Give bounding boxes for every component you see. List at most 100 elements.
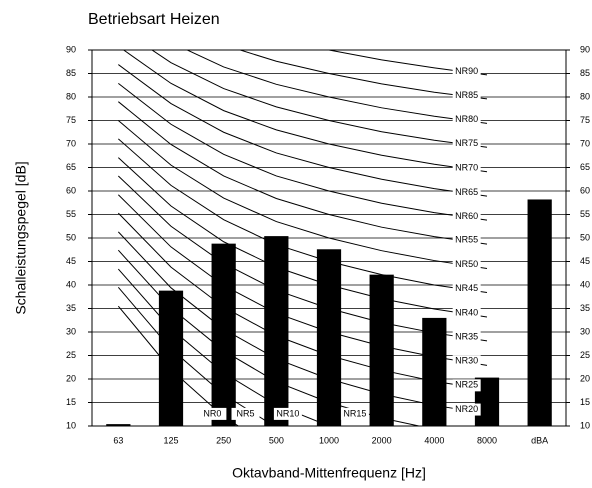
y-tick-label: 45 bbox=[66, 256, 76, 266]
y2-tick-label: 80 bbox=[580, 91, 590, 101]
nr-label-bg bbox=[452, 65, 481, 78]
nr-label: NR25 bbox=[455, 380, 478, 390]
y2-tick-label: 10 bbox=[580, 420, 590, 430]
y-tick-label: 80 bbox=[66, 91, 76, 101]
bar bbox=[527, 199, 552, 426]
bars bbox=[106, 199, 552, 426]
nr-curve bbox=[118, 138, 488, 294]
nr-label-bg bbox=[452, 282, 481, 295]
y-tick-label: 40 bbox=[66, 279, 76, 289]
nr-labels: NR0 NR5 NR10 NR15 NR20 NR25 NR30 NR35 NR40 NR45 NR… bbox=[198, 65, 481, 420]
nr-label: NR65 bbox=[455, 187, 478, 197]
nr-label-bg bbox=[452, 379, 481, 392]
nr-label: NR80 bbox=[455, 114, 478, 124]
nr-label: NR10 bbox=[276, 408, 299, 418]
x-tick-label: 8000 bbox=[477, 435, 497, 445]
nr-curve bbox=[118, 64, 488, 197]
y-tick-label: 60 bbox=[66, 185, 76, 195]
y-tick-label: 50 bbox=[66, 232, 76, 242]
bar bbox=[211, 243, 236, 426]
nr-label-bg bbox=[340, 407, 369, 420]
nr-label: NR40 bbox=[455, 307, 478, 317]
nr-label-bg bbox=[452, 89, 481, 102]
nr-curve bbox=[326, 50, 488, 76]
nr-label-bg bbox=[452, 234, 481, 247]
y-tick-label: 20 bbox=[66, 373, 76, 383]
bar bbox=[106, 424, 131, 426]
x-tick-label: 2000 bbox=[372, 435, 392, 445]
bar bbox=[158, 290, 184, 426]
x-tick-label: 63 bbox=[113, 435, 123, 445]
bar bbox=[422, 317, 447, 426]
y-tick-label: 15 bbox=[66, 397, 76, 407]
nr-curve bbox=[117, 157, 488, 318]
nr-label: NR70 bbox=[455, 162, 478, 172]
x-tick-label: dBA bbox=[531, 435, 548, 445]
nr-label-bg bbox=[452, 330, 481, 343]
nr-curve bbox=[151, 50, 488, 148]
x-tick-label: 250 bbox=[216, 435, 231, 445]
y2-tick-label: 60 bbox=[580, 185, 590, 195]
bar bbox=[316, 249, 342, 426]
nr-label: NR55 bbox=[455, 235, 478, 245]
nr-label: NR5 bbox=[236, 408, 254, 418]
nr-curve bbox=[238, 50, 488, 100]
y-tick-label: 90 bbox=[66, 44, 76, 54]
y2-tick-label: 85 bbox=[580, 68, 590, 78]
nr-label-bg bbox=[452, 355, 481, 368]
nr-curve bbox=[118, 82, 488, 221]
nr-label: NR15 bbox=[343, 408, 366, 418]
nr-curve bbox=[186, 50, 488, 124]
y2-tick-label: 20 bbox=[580, 373, 590, 383]
y-tick-label: 85 bbox=[66, 68, 76, 78]
y-tick-label: 10 bbox=[66, 420, 76, 430]
nr-label-bg bbox=[198, 407, 227, 420]
y-tick-label: 65 bbox=[66, 162, 76, 172]
y-tick-label: 70 bbox=[66, 138, 76, 148]
nr-label: NR85 bbox=[455, 90, 478, 100]
nr-label: NR90 bbox=[455, 66, 478, 76]
y-tick-label: 30 bbox=[66, 326, 76, 336]
x-tick-label: 500 bbox=[269, 435, 284, 445]
nr-curve bbox=[118, 101, 488, 245]
nr-label: NR45 bbox=[455, 283, 478, 293]
nr-label-bg bbox=[452, 306, 481, 319]
nr-label-bg bbox=[452, 113, 481, 126]
nr-label-bg bbox=[452, 161, 481, 174]
nr-label: NR75 bbox=[455, 138, 478, 148]
nr-label-bg bbox=[452, 137, 481, 150]
y2-tick-label: 35 bbox=[580, 303, 590, 313]
nr-label-bg bbox=[452, 258, 481, 271]
nr-label: NR35 bbox=[455, 331, 478, 341]
bar bbox=[264, 236, 289, 426]
y-tick-label: 35 bbox=[66, 303, 76, 313]
nr-label: NR0 bbox=[203, 408, 221, 418]
nr-label-bg bbox=[452, 186, 481, 199]
nr-label: NR30 bbox=[455, 356, 478, 366]
nr-curve bbox=[122, 50, 488, 173]
y-tick-label: 25 bbox=[66, 350, 76, 360]
y2-tick-label: 45 bbox=[580, 256, 590, 266]
y2-tick-label: 30 bbox=[580, 326, 590, 336]
x-axis-label: Oktavband-Mittenfrequenz [Hz] bbox=[232, 465, 426, 481]
nr-curve bbox=[118, 120, 488, 270]
bar bbox=[369, 274, 394, 426]
y2-tick-label: 50 bbox=[580, 232, 590, 242]
x-tick-label: 1000 bbox=[319, 435, 339, 445]
y2-tick-label: 75 bbox=[580, 115, 590, 125]
y-axis-label: Schalleistungspegel [dB] bbox=[13, 161, 29, 314]
nr-label-bg bbox=[273, 407, 302, 420]
nr-label: NR20 bbox=[455, 404, 478, 414]
x-tick-label: 4000 bbox=[424, 435, 444, 445]
y2-tick-label: 25 bbox=[580, 350, 590, 360]
x-tick-label: 125 bbox=[163, 435, 178, 445]
plot-frame bbox=[91, 49, 567, 427]
y-tick-label: 55 bbox=[66, 209, 76, 219]
y2-tick-label: 55 bbox=[580, 209, 590, 219]
y2-tick-label: 15 bbox=[580, 397, 590, 407]
nr-label-bg bbox=[231, 407, 260, 420]
y-tick-label: 75 bbox=[66, 115, 76, 125]
y2-tick-label: 65 bbox=[580, 162, 590, 172]
nr-label-bg bbox=[452, 403, 481, 416]
